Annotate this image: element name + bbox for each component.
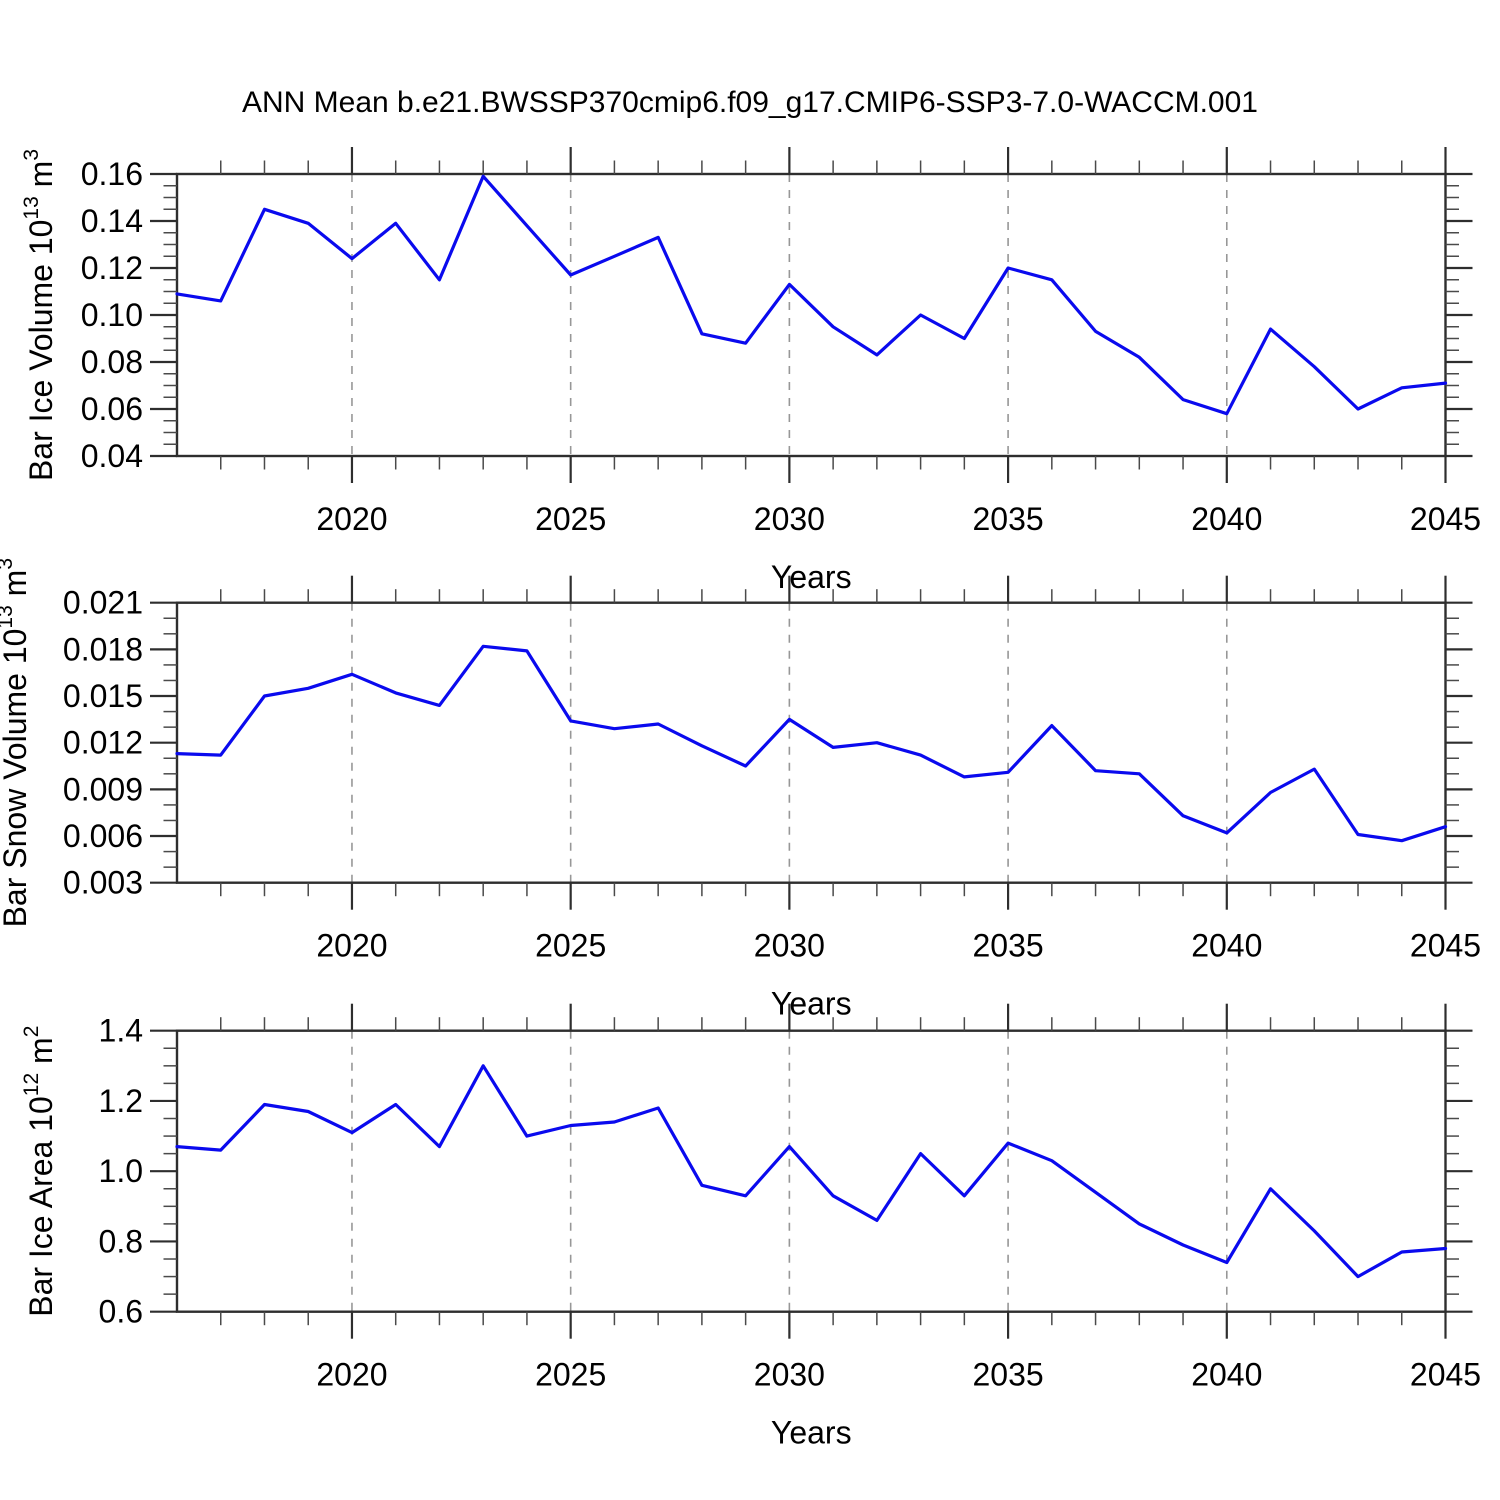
- x-tick-label: 2040: [1191, 1357, 1262, 1393]
- y-tick-label: 0.08: [81, 344, 143, 380]
- y-tick-label: 0.003: [63, 865, 143, 901]
- y-tick-label: 1.4: [99, 1013, 143, 1049]
- y-axis-title: Bar Ice Area 1012 m2: [20, 1026, 59, 1317]
- x-tick-label: 2025: [535, 928, 606, 964]
- y-tick-label: 0.10: [81, 297, 143, 333]
- x-tick-label: 2035: [972, 501, 1043, 537]
- x-tick-label: 2030: [754, 501, 825, 537]
- y-tick-label: 0.14: [81, 203, 143, 239]
- x-tick-label: 2035: [972, 928, 1043, 964]
- x-tick-label: 2040: [1191, 501, 1262, 537]
- panel-ice-volume: 0.04 0.06 0.08 0.10 0.12 0.14 0.16 2020 2025 2030…: [20, 147, 1481, 595]
- x-tick-label: 2020: [316, 928, 387, 964]
- data-line-ice-area: [175, 1064, 1448, 1279]
- y-axis-title: Bar Ice Volume 1013 m3: [20, 149, 59, 481]
- y-tick-label: 0.6: [99, 1294, 143, 1330]
- y-tick-label: 0.015: [63, 678, 143, 714]
- data-line-ice-volume: [175, 174, 1448, 416]
- plot-frame: [175, 601, 1447, 884]
- y-tick-label: 0.12: [81, 250, 143, 286]
- panel-snow-volume: 0.003 0.006 0.009 0.012 0.015 0.018 0.021 2020 2…: [0, 558, 1481, 1022]
- y-tick-label: 1.2: [99, 1083, 143, 1119]
- y-axis-title: Bar Snow Volume 1013 m3: [0, 558, 33, 927]
- plot-frame: [175, 172, 1447, 458]
- x-tick-label: 2030: [754, 928, 825, 964]
- y-tick-label: 1.0: [99, 1153, 143, 1189]
- x-tick-label: 2045: [1410, 928, 1481, 964]
- y-tick-label: 0.06: [81, 391, 143, 427]
- x-tick-label: 2035: [972, 1357, 1043, 1393]
- data-line-snow-volume: [175, 644, 1448, 843]
- y-tick-label: 0.16: [81, 156, 143, 192]
- y-tick-label: 0.006: [63, 818, 143, 854]
- y-tick-label: 0.009: [63, 771, 143, 807]
- x-tick-label: 2025: [535, 501, 606, 537]
- x-tick-label: 2045: [1410, 501, 1481, 537]
- x-tick-label: 2045: [1410, 1357, 1481, 1393]
- x-axis-title: Years: [771, 986, 852, 1022]
- x-tick-label: 2040: [1191, 928, 1262, 964]
- y-tick-label: 0.018: [63, 631, 143, 667]
- panel-ice-area: 0.6 0.8 1.0 1.2 1.4 2020 2025 2030 2035 2040 2045 Y…: [20, 1003, 1481, 1451]
- y-tick-label: 0.021: [63, 585, 143, 621]
- x-tick-label: 2020: [316, 501, 387, 537]
- x-axis-title: Years: [771, 559, 852, 595]
- y-tick-label: 0.8: [99, 1223, 143, 1259]
- x-axis-title: Years: [771, 1415, 852, 1451]
- figure-title: ANN Mean b.e21.BWSSP370cmip6.f09_g17.CMI…: [241, 86, 1258, 119]
- y-tick-label: 0.04: [81, 438, 143, 474]
- x-tick-label: 2020: [316, 1357, 387, 1393]
- y-tick-label: 0.012: [63, 725, 143, 761]
- x-tick-label: 2030: [754, 1357, 825, 1393]
- x-tick-label: 2025: [535, 1357, 606, 1393]
